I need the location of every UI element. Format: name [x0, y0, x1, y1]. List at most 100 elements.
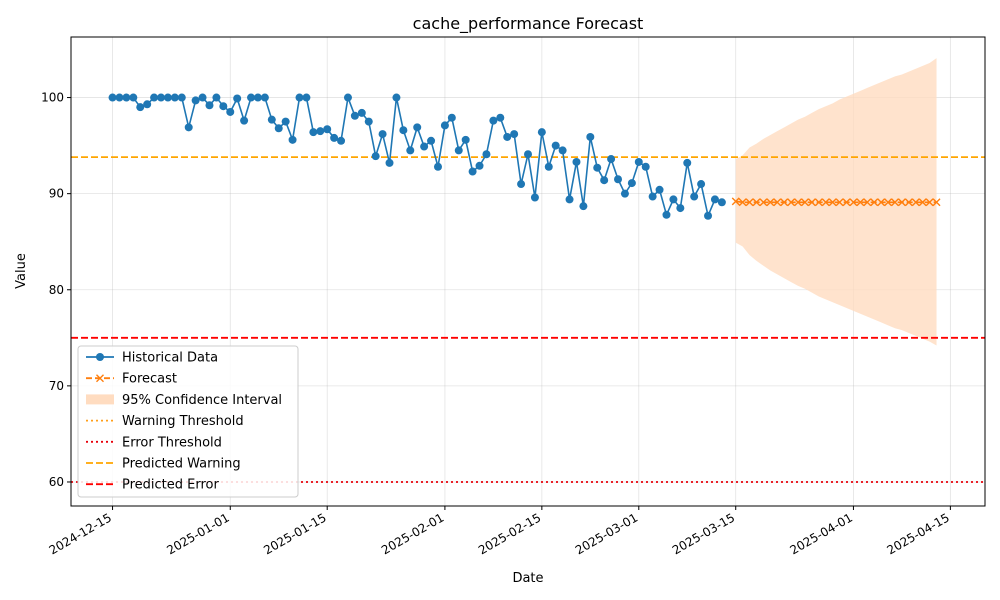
historical-point: [510, 130, 519, 139]
historical-point: [295, 93, 304, 102]
historical-point: [350, 111, 359, 120]
historical-point: [330, 133, 339, 142]
forecast-point: [752, 198, 761, 207]
historical-point: [530, 193, 539, 202]
historical-point: [163, 93, 172, 102]
forecast-point: [918, 198, 927, 207]
x-tick-label: 2024-12-15: [47, 510, 114, 557]
historical-point: [475, 161, 484, 170]
forecast-point: [738, 198, 747, 207]
historical-point: [309, 128, 318, 137]
plot-frame: [70, 36, 986, 507]
x-tick-label: 2025-01-01: [164, 510, 231, 557]
legend-label: Forecast: [122, 372, 177, 387]
x-tick-label: 2025-04-15: [884, 510, 951, 557]
historical-point: [191, 96, 200, 105]
historical-point: [440, 121, 449, 130]
historical-point: [676, 204, 685, 213]
legend-marker: [96, 374, 104, 383]
historical-point: [537, 128, 546, 137]
historical-point: [364, 117, 373, 126]
historical-point: [108, 93, 117, 102]
historical-point: [122, 93, 131, 102]
historical-point: [482, 150, 491, 159]
forecast-point: [897, 198, 906, 207]
forecast-point: [794, 198, 803, 207]
forecast-point: [780, 198, 789, 207]
historical-point: [129, 93, 138, 102]
historical-point: [496, 113, 505, 122]
y-tick-label: 90: [49, 187, 64, 201]
historical-point: [704, 211, 713, 220]
forecast-point: [807, 198, 816, 207]
historical-point: [468, 167, 477, 176]
y-axis-label: Value: [14, 253, 29, 289]
historical-point: [399, 126, 408, 135]
historical-point: [710, 195, 719, 204]
historical-point: [233, 94, 242, 103]
forecast-point: [821, 198, 830, 207]
historical-point: [302, 93, 311, 102]
historical-point: [620, 189, 629, 198]
forecast-point: [787, 198, 796, 207]
y-axis: 60 70 80 90 100: [41, 91, 71, 489]
historical-point: [524, 150, 532, 159]
forecast-point: [856, 198, 865, 207]
historical-point: [281, 117, 290, 126]
historical-point: [433, 162, 442, 171]
historical-point: [655, 185, 664, 194]
legend-marker: [96, 353, 104, 361]
forecast-point: [884, 198, 893, 207]
legend-swatch: [86, 394, 114, 405]
legend: Historical Data Forecast 95% Confidence In…: [77, 345, 299, 498]
legend-label: 95% Confidence Interval: [122, 393, 282, 408]
historical-point: [503, 132, 512, 141]
forecast-point: [904, 198, 913, 207]
x-tick-label: 2025-03-15: [670, 510, 737, 557]
historical-point: [614, 175, 623, 184]
legend-label: Warning Threshold: [122, 414, 244, 429]
historical-point: [593, 163, 602, 172]
legend-label: Predicted Warning: [122, 457, 241, 472]
historical-point: [323, 125, 332, 134]
historical-point: [253, 93, 262, 102]
legend-label: Historical Data: [122, 351, 218, 366]
historical-point: [607, 155, 616, 164]
y-tick-label: 60: [49, 475, 64, 489]
historical-point: [517, 180, 526, 189]
historical-point: [267, 115, 276, 124]
historical-point: [447, 113, 456, 122]
historical-point: [600, 176, 609, 185]
y-tick-label: 70: [49, 379, 64, 393]
historical-point: [184, 123, 193, 132]
historical-point: [240, 116, 249, 125]
forecast-point: [731, 197, 740, 206]
historical-point: [662, 210, 671, 219]
historical-point: [343, 93, 352, 102]
historical-point: [337, 136, 346, 145]
x-tick-label: 2025-02-15: [476, 510, 543, 557]
historical-point: [551, 141, 560, 150]
forecast-point: [828, 198, 837, 207]
historical-point: [572, 157, 581, 166]
x-tick-label: 2025-04-01: [788, 510, 855, 557]
forecast-point: [759, 198, 768, 207]
y-tick-label: 80: [49, 283, 64, 297]
x-axis-label: Date: [512, 571, 543, 586]
x-axis: 2024-12-15 2025-01-01 2025-01-15 2025-02-01…: [47, 506, 952, 557]
forecast-point: [766, 198, 775, 207]
historical-point: [247, 93, 256, 102]
historical-point: [697, 180, 706, 189]
y-tick-label: 100: [41, 91, 64, 105]
forecast-point: [863, 198, 872, 207]
historical-point: [627, 179, 636, 188]
forecast-line: [735, 200, 937, 204]
x-tick-label: 2025-01-15: [261, 510, 328, 557]
historical-point: [157, 93, 166, 102]
historical-point: [274, 124, 283, 133]
historical-point: [143, 100, 152, 109]
forecast-point: [911, 198, 920, 207]
historical-point: [565, 195, 574, 204]
forecast-point: [842, 198, 851, 207]
